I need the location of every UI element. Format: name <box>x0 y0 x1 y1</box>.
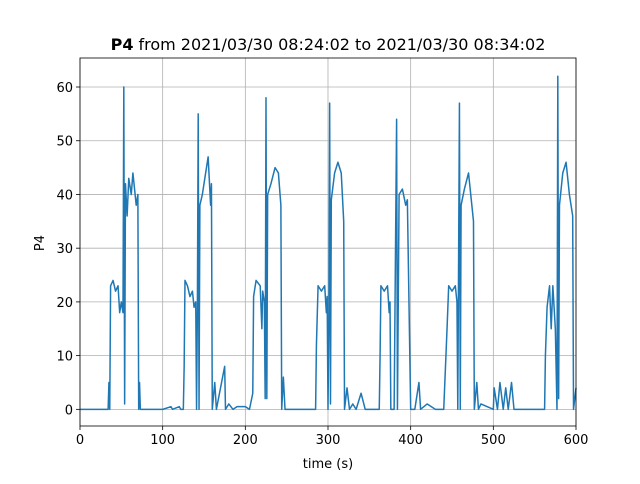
x-tick-label: 0 <box>76 433 84 448</box>
y-tick-label: 30 <box>56 242 73 257</box>
title-rest: from 2021/03/30 08:24:02 to 2021/03/30 0… <box>138 35 545 54</box>
y-tick-label: 10 <box>56 350 73 365</box>
y-tick-label: 20 <box>56 296 73 311</box>
x-tick-label: 500 <box>481 433 506 448</box>
data-line <box>80 75 577 411</box>
title-bold: P4 <box>111 35 134 54</box>
chart-title: P4 from 2021/03/30 08:24:02 to 2021/03/30… <box>111 35 546 54</box>
x-tick-label: 300 <box>316 433 341 448</box>
x-tick-label: 400 <box>398 433 423 448</box>
x-tick-label: 100 <box>150 433 175 448</box>
y-tick-label: 40 <box>56 188 73 203</box>
y-axis-label: P4 <box>33 235 48 251</box>
y-tick-label: 0 <box>65 403 73 418</box>
x-axis-label: time (s) <box>303 457 353 472</box>
x-tick-label: 600 <box>564 433 589 448</box>
x-tick-label: 200 <box>233 433 258 448</box>
y-tick-label: 60 <box>56 81 73 96</box>
plot-frame <box>79 57 577 427</box>
y-tick-label: 50 <box>56 135 73 150</box>
